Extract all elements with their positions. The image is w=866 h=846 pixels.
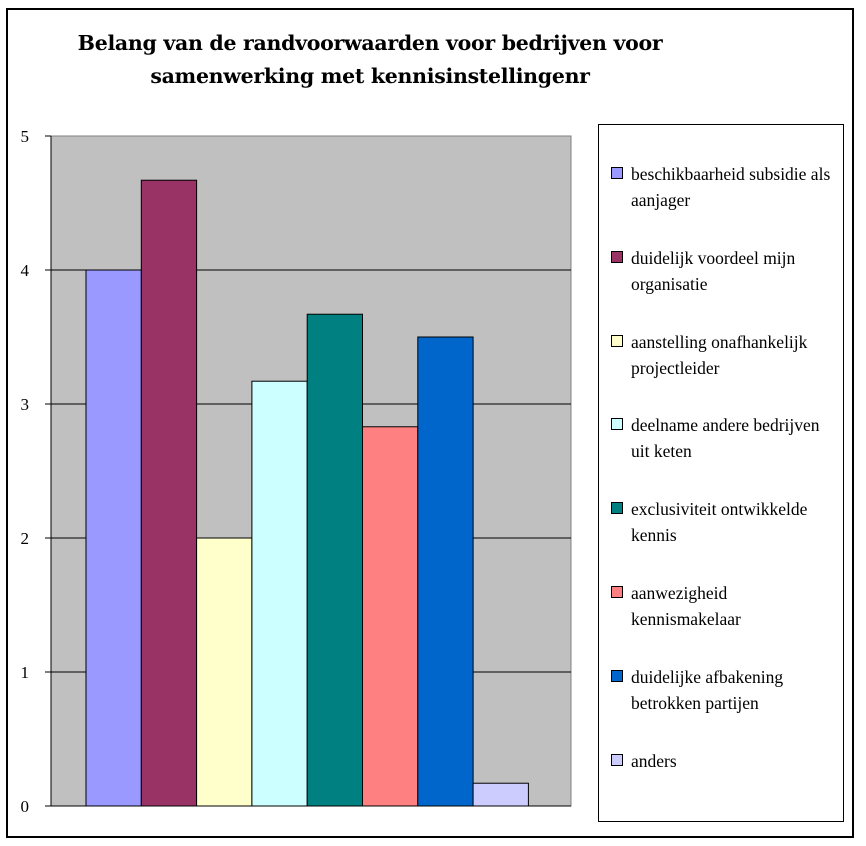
legend-swatch (611, 670, 623, 682)
chart-title: Belang van de randvoorwaarden voor bedri… (77, 31, 663, 88)
legend-swatch (611, 335, 623, 347)
y-tick-label: 0 (21, 797, 30, 816)
legend-swatch (611, 586, 623, 598)
y-tick-label: 3 (21, 395, 30, 414)
legend-item: beschikbaarheid subsidie als aanjager (611, 161, 837, 213)
legend-label: aanstelling onafhankelijk projectleider (631, 332, 808, 378)
legend-label: duidelijke afbakening betrokken partijen (631, 667, 784, 713)
bar-3 (196, 537, 253, 807)
y-tick-label: 4 (21, 261, 30, 280)
legend-label: aanwezigheid kennismakelaar (631, 583, 741, 629)
bar-4 (251, 380, 308, 807)
bar-8 (472, 782, 529, 807)
legend-item: aanstelling onafhankelijk projectleider (611, 329, 837, 381)
legend-swatch (611, 251, 623, 263)
legend-label: duidelijk voordeel mijn organisatie (631, 248, 796, 294)
bar-5 (306, 313, 364, 807)
y-tick-label: 1 (21, 663, 30, 682)
legend-label: anders (631, 751, 677, 771)
legend-label: beschikbaarheid subsidie als aanjager (631, 164, 831, 210)
legend-swatch (611, 502, 623, 514)
legend-item: anders (611, 748, 837, 774)
legend-item: duidelijk voordeel mijn organisatie (611, 245, 837, 297)
legend-item: deelname andere bedrijven uit keten (611, 412, 837, 464)
legend-item: duidelijke afbakening betrokken partijen (611, 664, 837, 716)
legend-item: aanwezigheid kennismakelaar (611, 580, 837, 632)
legend-swatch (611, 418, 623, 430)
y-tick-label: 2 (21, 529, 30, 548)
y-axis: 0 1 2 3 4 5 (21, 127, 571, 816)
legend-label: deelname andere bedrijven uit keten (631, 415, 820, 461)
y-tick-label: 5 (21, 127, 30, 146)
legend-label: exclusiviteit ontwikkelde kennis (631, 499, 808, 545)
legend-item: exclusiviteit ontwikkelde kennis (611, 496, 837, 548)
legend-swatch (611, 754, 623, 766)
legend: beschikbaarheid subsidie als aanjager dui… (598, 124, 844, 822)
legend-swatch (611, 167, 623, 179)
bar-2 (140, 179, 198, 807)
bar-7 (417, 336, 474, 807)
bar-1 (85, 269, 142, 807)
bar-6 (362, 426, 419, 807)
